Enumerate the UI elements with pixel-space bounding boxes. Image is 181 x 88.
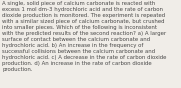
Text: A single, solid piece of calcium carbonate is reacted with
excess 1 mol dm-3 hyd: A single, solid piece of calcium carbona…: [2, 1, 167, 72]
